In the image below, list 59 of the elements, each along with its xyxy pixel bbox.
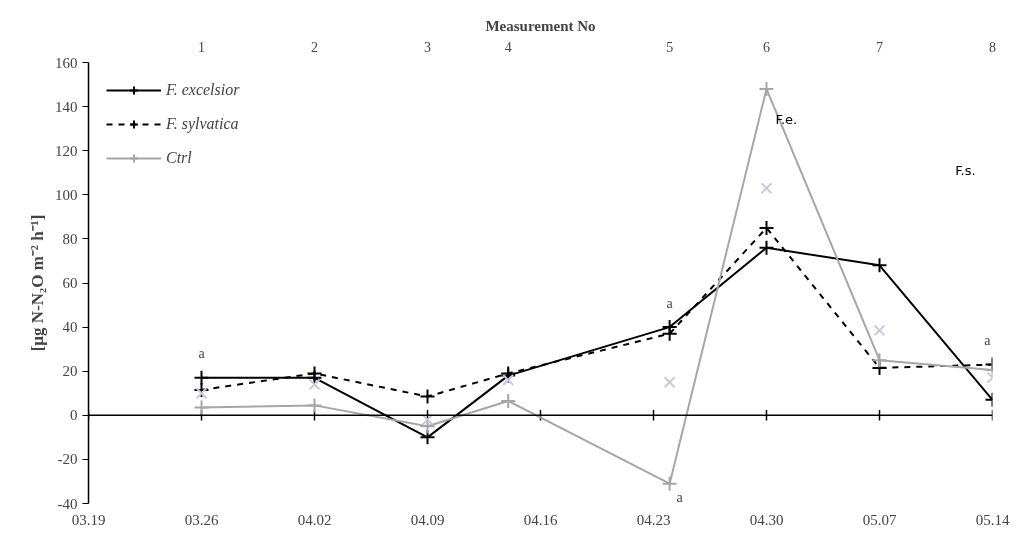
x-tick-label: 03.19 [71, 511, 106, 528]
annotation: a [666, 295, 674, 311]
point [663, 376, 676, 389]
x-tick-label: 04.02 [297, 511, 332, 528]
annotation: a [198, 346, 206, 362]
legend-label: Ctrl [166, 149, 192, 167]
x2-tick-label: 4 [504, 39, 512, 55]
point [661, 475, 678, 492]
y-tick-label: -20 [57, 451, 78, 468]
y-tick-label: 40 [62, 319, 78, 336]
y-tick-label: 0 [70, 407, 78, 424]
annotation: a [984, 333, 992, 349]
x2-tick-label: 1 [198, 39, 205, 55]
point [758, 80, 775, 97]
x-tick-label: 05.07 [862, 511, 897, 528]
legend-label: F. sylvatica [166, 115, 239, 133]
point [758, 239, 775, 256]
y-tick-label: 120 [55, 142, 78, 159]
x-tick-label: 04.16 [523, 511, 558, 528]
point [306, 365, 323, 382]
y-tick-label: 100 [55, 186, 78, 203]
x-tick-label: 03.26 [184, 511, 219, 528]
point [193, 381, 210, 398]
y-tick-label: 160 [55, 54, 78, 71]
point [193, 369, 210, 386]
point [421, 413, 434, 426]
y-tick-label: 60 [62, 275, 78, 291]
x-tick-label: 04.09 [410, 511, 445, 528]
y-tick-label: 80 [62, 230, 78, 247]
point [873, 324, 886, 337]
point [419, 388, 436, 405]
point [760, 182, 773, 195]
x2-tick-label: 6 [763, 39, 770, 55]
y-tick-label: -40 [57, 495, 78, 512]
annotation: F.e. [775, 112, 798, 128]
x2-tick-label: 5 [666, 39, 674, 55]
x2-axis-title: Measurement No [485, 17, 596, 34]
x-tick-label: 05.14 [975, 511, 1010, 528]
x2-tick-label: 8 [989, 39, 996, 55]
point [502, 374, 515, 386]
point [500, 392, 517, 409]
y-tick-label: 20 [62, 363, 78, 380]
point [193, 399, 210, 416]
point [871, 352, 888, 369]
point [306, 397, 323, 414]
point [758, 219, 775, 236]
y-axis-title: [µg N-N₂O m⁻² h⁻¹] [28, 214, 47, 352]
point [871, 257, 888, 274]
annotation: F.s. [955, 163, 976, 179]
legend-label: F. excelsior [166, 81, 240, 99]
point [195, 387, 208, 400]
x2-tick-label: 7 [876, 39, 883, 55]
x-tick-label: 04.23 [636, 511, 671, 528]
x-tick-label: 04.30 [749, 511, 784, 528]
x2-tick-label: 2 [311, 39, 318, 55]
x2-tick-label: 3 [424, 39, 431, 55]
annotation: a [676, 490, 684, 506]
y-tick-label: 140 [55, 98, 78, 115]
point [308, 378, 321, 391]
